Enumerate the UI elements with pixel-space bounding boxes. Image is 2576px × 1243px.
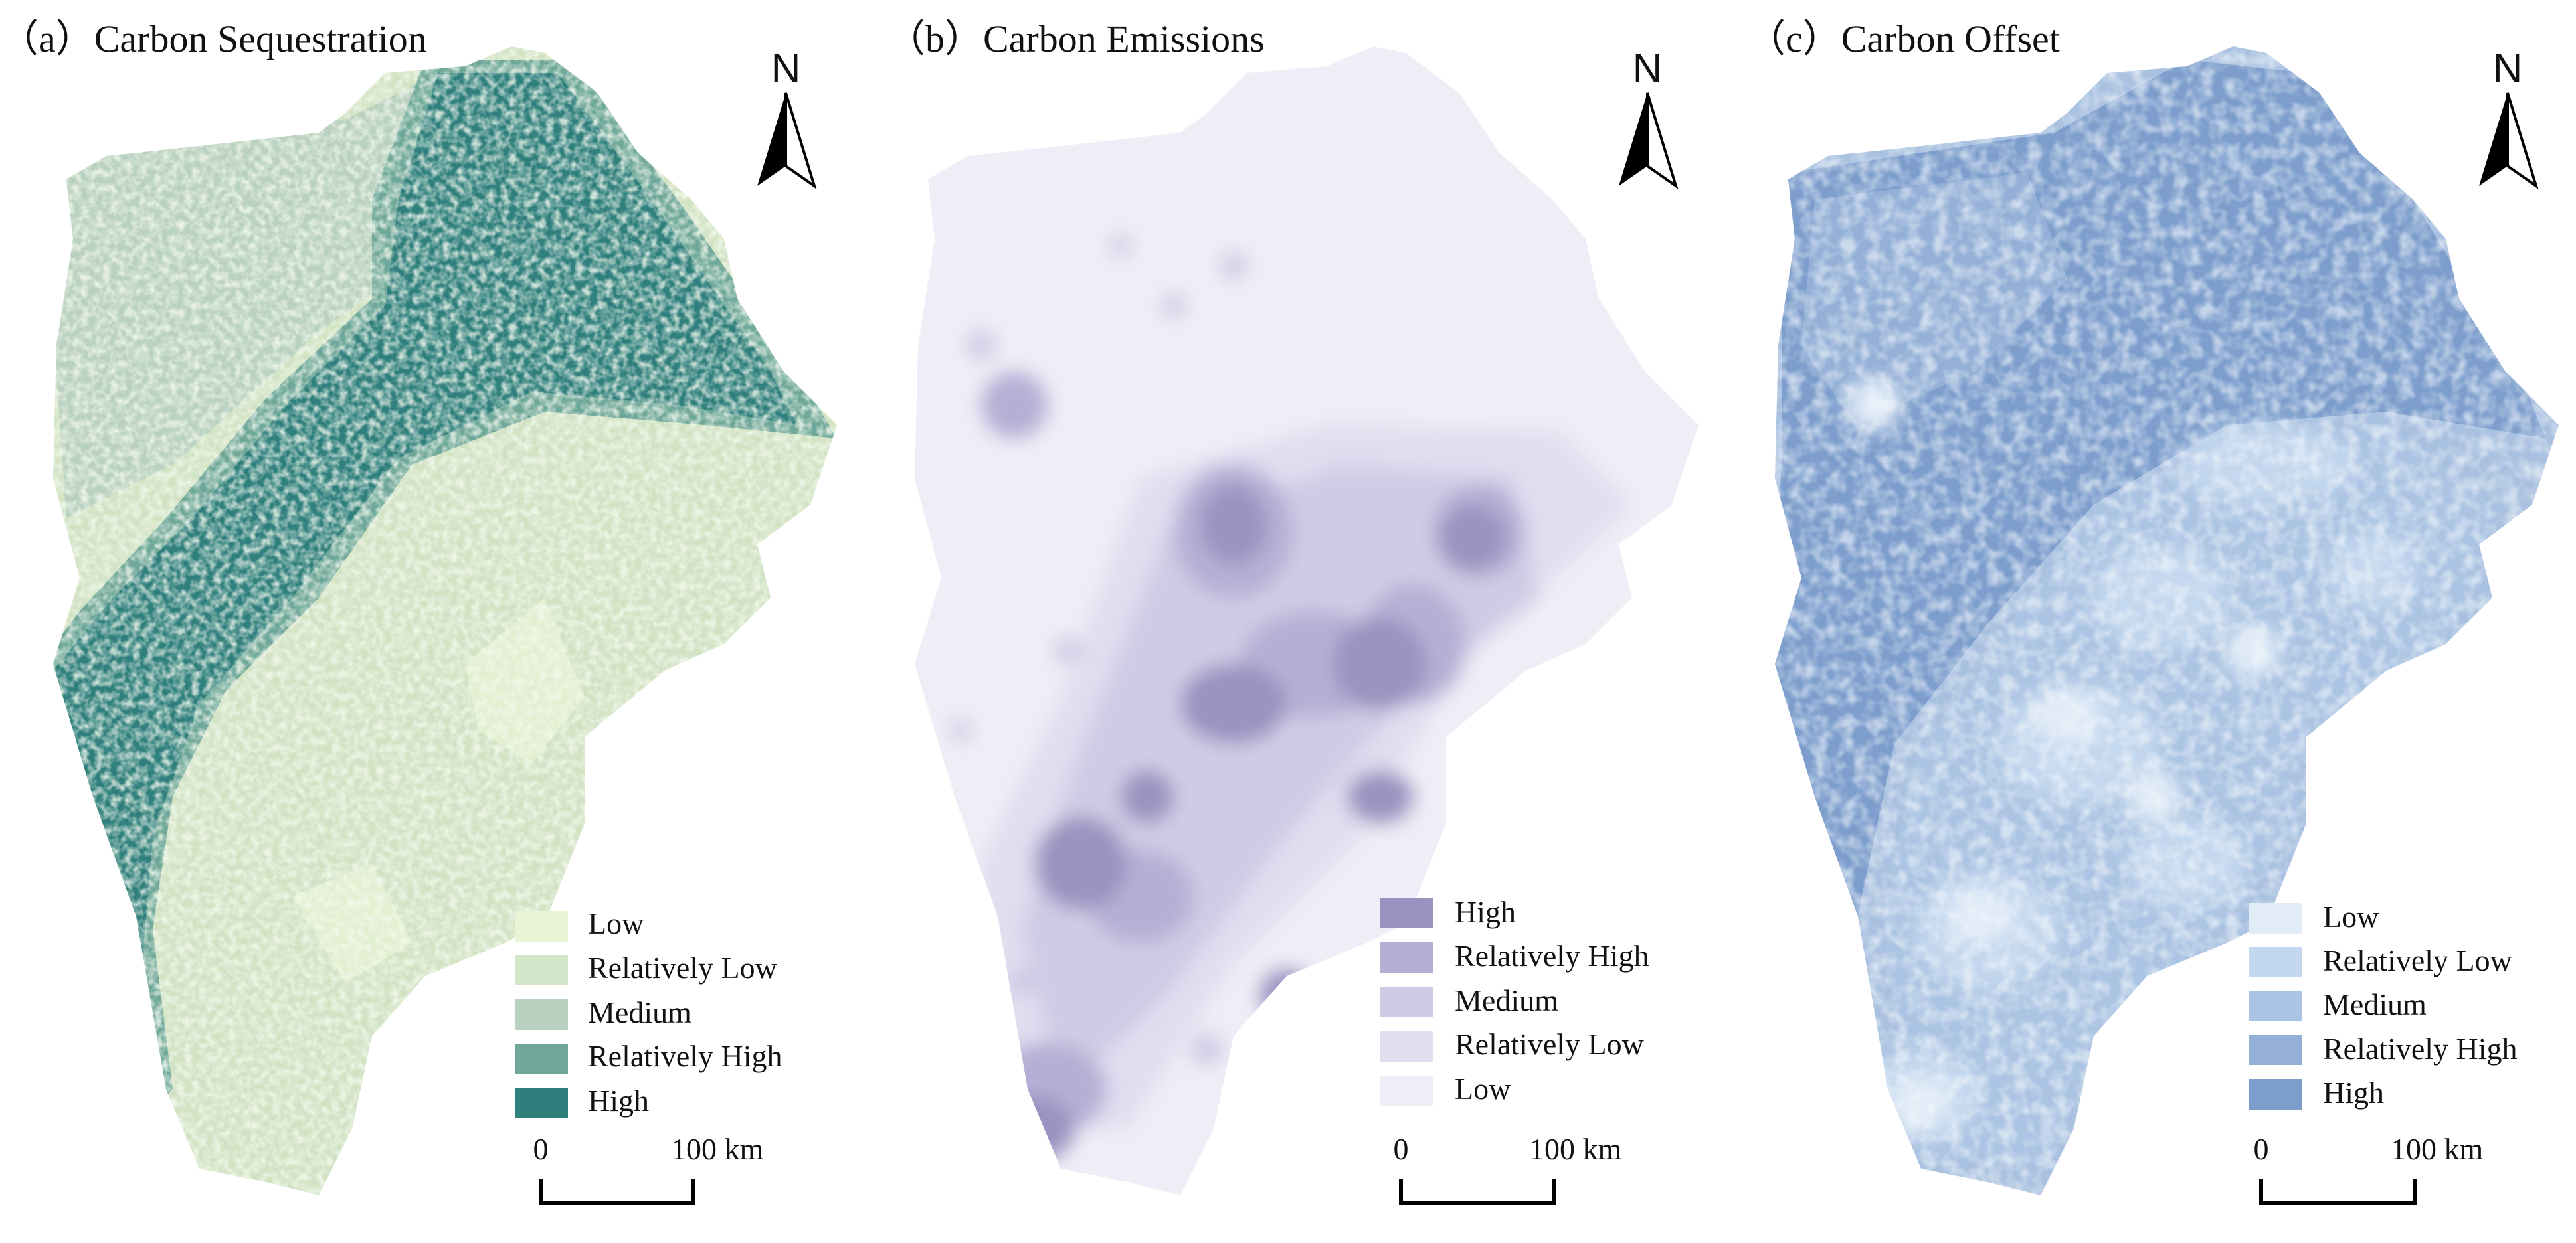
- scale-bar: 0 100 km: [533, 1132, 764, 1205]
- legend-label-2: Medium: [588, 995, 691, 1029]
- scale-bar: 0 100 km: [2254, 1132, 2484, 1205]
- scale-start-label: 0: [533, 1132, 549, 1166]
- legend-label-4: High: [588, 1084, 649, 1118]
- map-region: [915, 46, 1699, 1195]
- legend-label-0: Low: [2323, 900, 2379, 934]
- north-arrow: N: [1619, 46, 1679, 189]
- legend-swatch-2: [515, 999, 568, 1030]
- legend-swatch-2: [1380, 987, 1433, 1017]
- legend-label-3: Relatively High: [2323, 1032, 2518, 1066]
- legend-swatch-0: [1380, 898, 1433, 928]
- scale-end-label: 100 km: [1529, 1132, 1622, 1166]
- legend-label-0: Low: [588, 906, 644, 940]
- scale-bar: 0 100 km: [1394, 1132, 1622, 1205]
- north-label: N: [1633, 46, 1663, 92]
- legend-label-4: Low: [1455, 1072, 1511, 1106]
- panel-a: （a）Carbon Sequestration N Low: [0, 17, 837, 1205]
- scale-start-label: 0: [1394, 1132, 1409, 1166]
- panel-c: （c）Carbon Offset: [1747, 17, 2559, 1205]
- legend-label-2: Medium: [2323, 987, 2427, 1021]
- scale-end-label: 100 km: [2391, 1132, 2484, 1166]
- legend-swatch-1: [515, 955, 568, 985]
- legend-label-3: Relatively High: [588, 1039, 782, 1073]
- panel-title: （c）Carbon Offset: [1747, 17, 2060, 60]
- legend-swatch-3: [515, 1044, 568, 1074]
- legend: Low Relatively Low Medium Relatively Hig…: [515, 906, 782, 1118]
- north-arrow: N: [757, 46, 817, 189]
- legend-label-0: High: [1455, 895, 1516, 929]
- legend-swatch-0: [2249, 903, 2302, 934]
- legend-swatch-3: [2249, 1035, 2302, 1065]
- north-arrow: N: [2479, 46, 2539, 189]
- legend-swatch-4: [515, 1088, 568, 1118]
- legend-swatch-2: [2249, 991, 2302, 1021]
- legend: High Relatively High Medium Relatively L…: [1380, 895, 1649, 1106]
- legend: Low Relatively Low Medium Relatively Hig…: [2249, 900, 2518, 1110]
- zone-high: [994, 485, 1506, 1162]
- legend-label-3: Relatively Low: [1455, 1027, 1645, 1061]
- scale-start-label: 0: [2254, 1132, 2269, 1166]
- legend-label-2: Medium: [1455, 983, 1558, 1017]
- legend-label-4: High: [2323, 1076, 2384, 1110]
- panel-title: （a）Carbon Sequestration: [0, 17, 427, 60]
- panel-b: （b）Carbon Emissions: [887, 17, 1699, 1205]
- legend-swatch-4: [2249, 1079, 2302, 1110]
- legend-swatch-3: [1380, 1031, 1433, 1062]
- legend-label-1: Relatively High: [1455, 939, 1649, 973]
- zone-medium-dots: [951, 235, 1340, 1076]
- legend-swatch-0: [515, 911, 568, 942]
- north-label: N: [771, 46, 801, 92]
- legend-label-1: Relatively Low: [2323, 944, 2513, 977]
- legend-swatch-4: [1380, 1076, 1433, 1106]
- legend-label-1: Relatively Low: [588, 951, 778, 985]
- north-label: N: [2493, 46, 2523, 92]
- legend-swatch-1: [2249, 947, 2302, 977]
- panel-title: （b）Carbon Emissions: [887, 17, 1265, 60]
- scale-end-label: 100 km: [671, 1132, 764, 1166]
- legend-swatch-1: [1380, 942, 1433, 973]
